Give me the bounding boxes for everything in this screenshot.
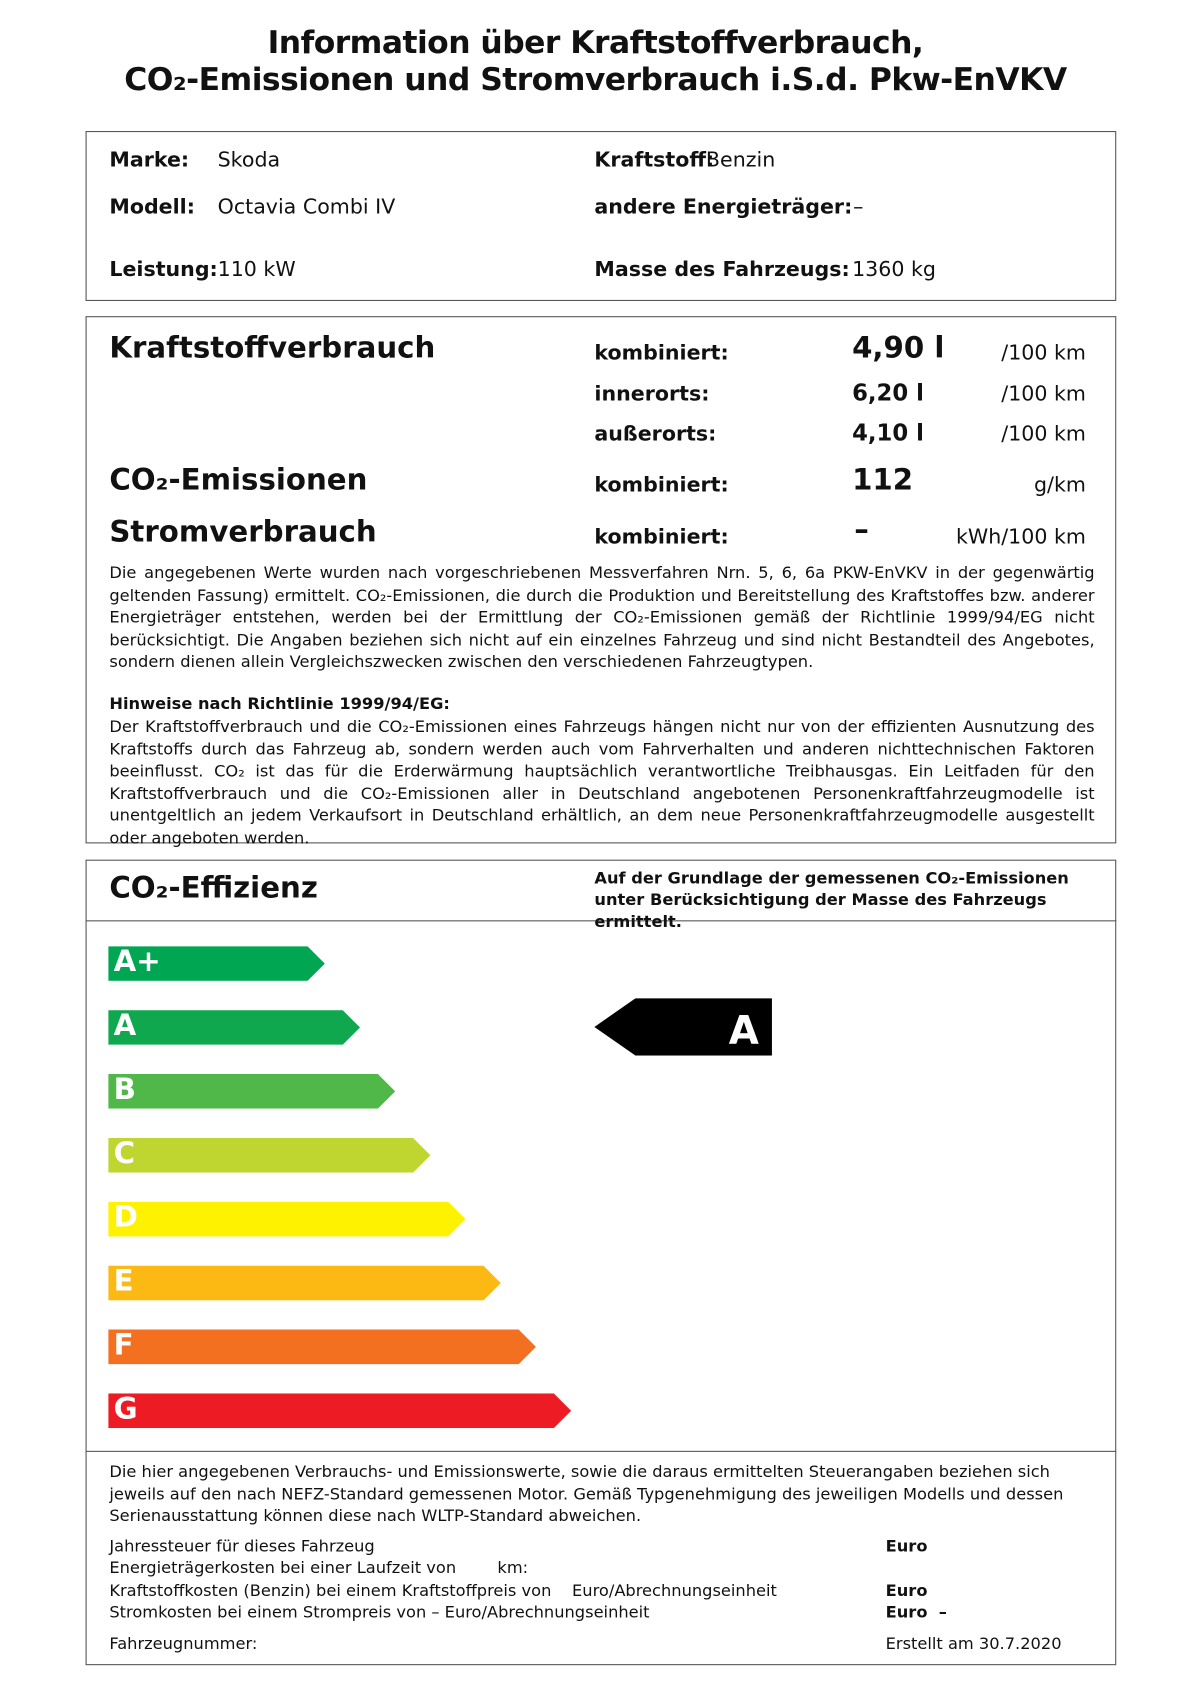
urban-value: 6,20 l xyxy=(852,380,924,407)
marke-value: Skoda xyxy=(217,148,281,173)
leistung-value: 110 kW xyxy=(217,257,296,282)
footer-text: Die hier angegebenen Verbrauchs- und Emi… xyxy=(109,1461,1064,1526)
efficiency-box xyxy=(85,859,1117,1666)
vehicle-box xyxy=(85,131,1117,301)
efficiency-description: Auf der Grundlage der gemessenen CO₂-Emi… xyxy=(594,868,1069,932)
efficiency-class-a-plus: A+ xyxy=(108,945,325,981)
hint-text: Der Kraftstoffverbrauch und die CO₂-Emis… xyxy=(109,716,1095,848)
title-line-1: Information über Kraftstoffverbrauch, xyxy=(267,23,924,61)
modell-label: Modell: xyxy=(109,194,195,219)
efficiency-class-label: A xyxy=(113,1009,137,1043)
leistung-label: Leistung: xyxy=(109,257,218,282)
kraftstoff-value: Benzin xyxy=(705,148,776,173)
efficiency-class-label: G xyxy=(113,1392,138,1426)
power-cost-value: Euro – xyxy=(885,1602,947,1622)
efficiency-class-label: C xyxy=(113,1136,136,1171)
fuel-cost-value: Euro xyxy=(885,1580,928,1601)
energie-value: – xyxy=(853,194,864,219)
tax-label: Jahressteuer für dieses Fahrzeug xyxy=(109,1536,375,1556)
power-label: kombiniert: xyxy=(594,525,729,549)
modell-value: Octavia Combi IV xyxy=(217,194,396,219)
urban-label: innerorts: xyxy=(594,382,710,407)
extra-urban-label: außerorts: xyxy=(594,422,717,447)
efficiency-class-g: G xyxy=(108,1392,572,1429)
vehicle-number-label: Fahrzeugnummer: xyxy=(109,1633,258,1654)
efficiency-class-label: F xyxy=(113,1328,134,1363)
combined-unit: /100 km xyxy=(1001,341,1086,365)
footer-divider xyxy=(85,1450,1117,1452)
efficiency-class-d: D xyxy=(108,1200,466,1237)
fuel-cost-label: Kraftstoffkosten (Benzin) bei einem Kraf… xyxy=(109,1580,777,1601)
efficiency-class-label: B xyxy=(113,1072,136,1107)
co2-heading: CO₂-Emissionen xyxy=(109,463,368,497)
power-unit: kWh/100 km xyxy=(955,525,1086,549)
efficiency-class-e: E xyxy=(108,1264,501,1301)
masse-value: 1360 kg xyxy=(852,257,936,282)
consumption-box xyxy=(85,316,1117,844)
extra-urban-unit: /100 km xyxy=(1001,422,1086,447)
co2-label: kombiniert: xyxy=(594,473,729,497)
combined-value: 4,90 l xyxy=(852,331,945,365)
power-value: – xyxy=(854,513,869,547)
power-cost-label: Stromkosten bei einem Strompreis von – E… xyxy=(109,1602,650,1622)
energie-label: andere Energieträger: xyxy=(594,194,853,219)
efficiency-class-a: A xyxy=(108,1009,360,1045)
efficiency-class-f: F xyxy=(108,1328,536,1365)
co2-value: 112 xyxy=(852,463,914,497)
efficiency-class-label: E xyxy=(113,1264,134,1299)
co2-unit: g/km xyxy=(1033,473,1086,497)
combined-label: kombiniert: xyxy=(594,341,729,365)
rating-arrow-shape xyxy=(594,998,772,1056)
urban-unit: /100 km xyxy=(1001,382,1086,407)
measurement-note: Die angegebenen Werte wurden nach vorges… xyxy=(109,563,1095,672)
masse-label: Masse des Fahrzeugs: xyxy=(594,257,850,282)
efficiency-class-c: C xyxy=(108,1136,431,1173)
created-date: Erstellt am 30.7.2020 xyxy=(885,1633,1062,1654)
rating-value: A xyxy=(729,1009,759,1054)
kraftstoff-label: Kraftstoff: xyxy=(594,148,715,173)
hint-heading: Hinweise nach Richtlinie 1999/94/EG: xyxy=(109,694,450,714)
fuel-heading: Kraftstoffverbrauch xyxy=(109,331,436,365)
extra-urban-value: 4,10 l xyxy=(852,420,924,447)
rating-indicator: A xyxy=(594,998,772,1056)
efficiency-class-label: A+ xyxy=(113,945,161,979)
tax-value: Euro xyxy=(885,1536,928,1556)
efficiency-class-b: B xyxy=(108,1072,396,1109)
efficiency-heading: CO₂-Effizienz xyxy=(109,871,318,906)
title-line-2: CO₂-Emissionen und Stromverbrauch i.S.d.… xyxy=(124,60,1067,98)
marke-label: Marke: xyxy=(109,148,190,173)
efficiency-divider xyxy=(85,920,1117,922)
efficiency-class-label: D xyxy=(113,1200,138,1235)
power-heading: Stromverbrauch xyxy=(109,515,377,549)
energy-cost-label: Energieträgerkosten bei einer Laufzeit v… xyxy=(109,1558,529,1578)
